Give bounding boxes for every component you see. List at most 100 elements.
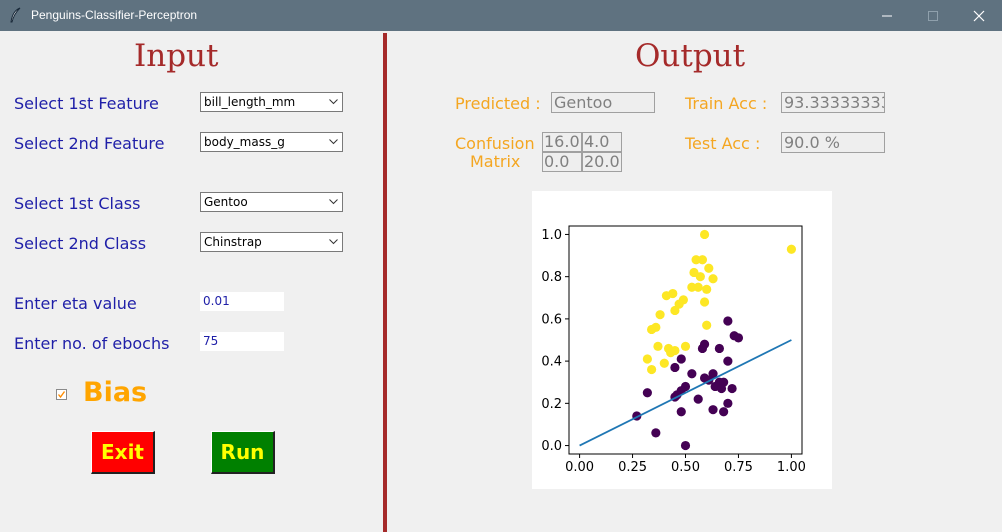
data-point: [727, 383, 737, 394]
feature2-value: body_mass_g: [204, 135, 285, 149]
confusion-cell-1-1: 20.0: [582, 152, 622, 172]
data-point: [723, 316, 733, 326]
feature1-combobox[interactable]: bill_length_mm: [200, 92, 343, 112]
class2-combobox[interactable]: Chinstrap: [200, 232, 343, 252]
data-point: [693, 394, 703, 404]
close-button[interactable]: [956, 0, 1002, 31]
x-tick-label: 0.50: [671, 460, 700, 475]
eta-label: Enter eta value: [14, 294, 137, 313]
maximize-icon: [928, 11, 938, 21]
epochs-label: Enter no. of ebochs: [14, 334, 170, 353]
window-title: Penguins-Classifier-Perceptron: [31, 8, 198, 22]
x-tick-label: 1.00: [777, 460, 806, 475]
confusion-cell-0-0: 16.0: [542, 132, 582, 152]
data-point: [647, 364, 657, 375]
train-acc-field: 93.33333333: [781, 92, 885, 113]
data-point: [723, 398, 733, 408]
data-point: [702, 320, 712, 330]
bias-checkbox[interactable]: [56, 389, 67, 400]
x-tick-label: 0.25: [618, 460, 647, 475]
y-tick-label: 1.0: [541, 228, 562, 243]
matrix-label: Matrix: [470, 152, 521, 171]
data-point: [693, 282, 703, 292]
y-tick-label: 0.8: [541, 270, 562, 285]
data-point: [676, 407, 686, 417]
confusion-cell-0-1: 4.0: [582, 132, 622, 152]
confusion-label: Confusion: [455, 134, 535, 153]
run-button[interactable]: Run: [211, 431, 275, 474]
output-heading: Output: [635, 38, 746, 74]
class2-label: Select 2nd Class: [14, 234, 147, 253]
class1-value: Gentoo: [204, 195, 248, 209]
chevron-down-icon: [329, 99, 338, 105]
data-point: [708, 274, 718, 284]
scatter-plot-canvas: 0.00 0.25 0.50 0.75 1.00 0.0 0.2 0.4 0.6 0.8 1.0: [532, 191, 832, 489]
checkmark-icon: [57, 391, 66, 399]
data-point: [642, 388, 652, 398]
train-acc-label: Train Acc :: [685, 94, 768, 113]
data-point: [702, 284, 712, 294]
feature1-value: bill_length_mm: [204, 95, 296, 109]
class1-label: Select 1st Class: [14, 194, 141, 213]
y-tick-label: 0.4: [541, 355, 562, 370]
test-acc-label: Test Acc :: [685, 134, 761, 153]
data-point: [708, 405, 718, 415]
data-point: [670, 362, 680, 373]
confusion-cell-1-0: 0.0: [542, 152, 582, 172]
predicted-label: Predicted :: [455, 94, 541, 113]
exit-button[interactable]: Exit: [91, 431, 155, 474]
data-point: [733, 333, 744, 343]
data-point: [716, 383, 727, 394]
input-heading: Input: [134, 38, 219, 74]
data-point: [680, 440, 691, 451]
title-bar: Penguins-Classifier-Perceptron: [0, 0, 1002, 31]
data-point: [676, 354, 686, 364]
predicted-field: Gentoo: [551, 92, 655, 113]
data-point: [647, 324, 657, 335]
data-point: [670, 305, 680, 316]
data-point: [714, 343, 724, 354]
data-point: [680, 341, 691, 351]
data-point: [695, 272, 705, 282]
data-point: [655, 310, 665, 320]
minimize-icon: [882, 15, 892, 17]
data-point: [786, 244, 797, 254]
data-point: [687, 282, 697, 292]
data-point: [723, 356, 733, 366]
data-point: [642, 354, 652, 364]
chevron-down-icon: [329, 199, 338, 205]
panel-divider: [383, 33, 387, 532]
bias-label: Bias: [83, 377, 148, 408]
maximize-button[interactable]: [910, 0, 956, 31]
chevron-down-icon: [329, 139, 338, 145]
x-tick-label: 0.00: [565, 460, 594, 475]
y-tick-label: 0.6: [541, 312, 562, 327]
epochs-input[interactable]: 75: [200, 332, 284, 351]
scatter-plot: 0.00 0.25 0.50 0.75 1.00 0.0 0.2 0.4 0.6 0.8 1.0: [541, 225, 806, 475]
data-point: [659, 358, 669, 368]
data-point: [719, 407, 729, 417]
eta-input[interactable]: 0.01: [200, 292, 284, 311]
data-point: [687, 369, 697, 379]
data-point: [697, 343, 708, 354]
class2-value: Chinstrap: [204, 235, 262, 249]
data-point: [697, 255, 708, 265]
feature2-label: Select 2nd Feature: [14, 134, 165, 153]
x-tick-label: 0.75: [724, 460, 753, 475]
y-tick-label: 0.0: [541, 439, 562, 454]
data-point: [691, 255, 701, 265]
feature2-combobox[interactable]: body_mass_g: [200, 132, 343, 152]
data-point: [666, 348, 676, 358]
close-icon: [973, 10, 985, 22]
data-point: [704, 263, 714, 273]
data-point: [661, 291, 672, 301]
test-acc-field: 90.0 %: [781, 132, 885, 153]
data-point: [699, 229, 710, 240]
minimize-button[interactable]: [864, 0, 910, 31]
data-point: [653, 341, 663, 351]
y-tick-label: 0.2: [541, 397, 562, 412]
axes-frame: [568, 225, 803, 455]
data-point: [699, 297, 710, 307]
decision-boundary-line: [579, 339, 792, 447]
class1-combobox[interactable]: Gentoo: [200, 192, 343, 212]
